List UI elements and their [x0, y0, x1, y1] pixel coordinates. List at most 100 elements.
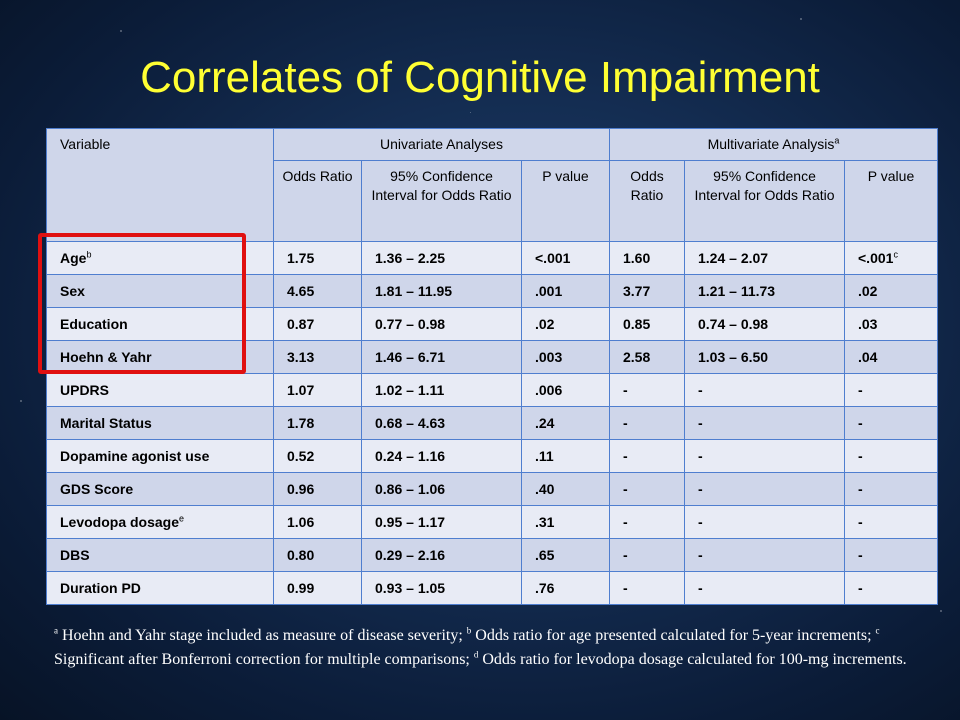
row-ci-multivariate-text: 1.03 – 6.50 [698, 349, 769, 365]
background-speck [940, 610, 942, 612]
background-speck [120, 30, 122, 32]
row-odds-ratio-univariate-text: 1.07 [287, 382, 315, 398]
table-row: Duration PD 0.99 0.93 – 1.05 .76 - - - [46, 571, 939, 605]
header-odds-ratio-univariate: Odds Ratio [273, 160, 362, 242]
row-p-value-multivariate: - [843, 373, 939, 407]
header-multivariate-footnote-mark: a [834, 135, 840, 146]
row-odds-ratio-univariate: 1.07 [273, 373, 362, 407]
row-p-value-univariate: .65 [521, 538, 610, 572]
footnote-mark: c [893, 249, 898, 260]
header-row-top: Variable Univariate Analyses Multivariat… [46, 128, 939, 242]
row-odds-ratio-univariate: 0.99 [273, 571, 362, 605]
row-ci-multivariate: - [684, 406, 845, 440]
header-ci-multivariate: 95% Confidence Interval for Odds Ratio [684, 160, 845, 242]
row-odds-ratio-univariate: 4.65 [273, 274, 362, 308]
row-p-value-multivariate: .02 [843, 274, 939, 308]
row-ci-multivariate: 1.03 – 6.50 [684, 340, 845, 374]
row-p-value-univariate-text: .001 [535, 283, 563, 299]
row-p-value-univariate: .24 [521, 406, 610, 440]
row-odds-ratio-multivariate: - [609, 472, 685, 506]
row-variable-cell-text: Education [60, 316, 128, 332]
row-variable-cell-text: Duration PD [60, 580, 141, 596]
table-row: Sex 4.65 1.81 – 11.95 .001 3.77 1.21 – 11.73.… [46, 274, 939, 308]
row-ci-univariate-text: 1.36 – 2.25 [375, 250, 446, 266]
row-ci-multivariate-text: - [698, 382, 703, 398]
row-ci-univariate: 1.46 – 6.71 [361, 340, 522, 374]
row-p-value-multivariate: .03 [843, 307, 939, 341]
row-odds-ratio-univariate: 0.96 [273, 472, 362, 506]
row-ci-multivariate: 0.74 – 0.98 [684, 307, 845, 341]
row-odds-ratio-multivariate-text: - [623, 448, 628, 464]
header-multivariate-label: Multivariate Analysis [707, 136, 835, 152]
row-odds-ratio-univariate-text: 0.80 [287, 547, 315, 563]
row-p-value-multivariate: - [843, 505, 939, 539]
row-p-value-univariate-text: .31 [535, 514, 555, 530]
row-ci-multivariate: - [684, 439, 845, 473]
row-p-value-multivariate-text: - [858, 514, 863, 530]
row-odds-ratio-multivariate: 3.77 [609, 274, 685, 308]
row-variable-cell: DBS [46, 538, 274, 572]
header-univariate: Univariate Analyses [273, 128, 610, 161]
header-multivariate: Multivariate Analysisa [608, 128, 939, 161]
background-speck [20, 400, 22, 402]
row-ci-univariate: 0.86 – 1.06 [361, 472, 522, 506]
header-row-sub: Odds Ratio 95% Confidence Interval for O… [47, 160, 939, 242]
row-variable-cell-text: Dopamine agonist use [60, 448, 210, 464]
row-odds-ratio-univariate: 1.75 [273, 241, 362, 275]
row-p-value-univariate: .31 [521, 505, 610, 539]
row-p-value-multivariate: - [843, 439, 939, 473]
header-odds-ratio-multivariate: Odds Ratio [609, 160, 685, 242]
row-odds-ratio-univariate: 0.80 [273, 538, 362, 572]
table-row: Dopamine agonist use 0.52 0.24 – 1.16 .11 - -… [46, 439, 939, 473]
row-p-value-multivariate: - [843, 538, 939, 572]
row-p-value-univariate: .76 [521, 571, 610, 605]
row-p-value-univariate: .006 [521, 373, 610, 407]
row-odds-ratio-univariate: 0.87 [273, 307, 362, 341]
highlight-box [38, 233, 246, 374]
row-ci-univariate: 0.77 – 0.98 [361, 307, 522, 341]
row-ci-multivariate: - [684, 571, 845, 605]
row-odds-ratio-multivariate: 2.58 [609, 340, 685, 374]
row-odds-ratio-multivariate-text: 1.60 [623, 250, 651, 266]
row-odds-ratio-multivariate-text: 3.77 [623, 283, 651, 299]
row-p-value-univariate-text: .65 [535, 547, 555, 563]
row-ci-univariate: 0.95 – 1.17 [361, 505, 522, 539]
row-ci-multivariate-text: - [698, 448, 703, 464]
row-p-value-multivariate-text: .03 [858, 316, 878, 332]
row-variable-cell: Ageb [46, 241, 274, 275]
table-row: Ageb 1.75 1.36 – 2.25 <.001 1.60 1.24 – 2.07 <… [46, 241, 939, 275]
row-p-value-multivariate-text: - [858, 547, 863, 563]
background-speck [800, 18, 802, 20]
row-p-value-univariate-text: .003 [535, 349, 563, 365]
row-ci-multivariate-text: - [698, 481, 703, 497]
row-odds-ratio-multivariate-text: - [623, 580, 628, 596]
footnote: a Hoehn and Yahr stage included as measu… [54, 624, 914, 672]
row-ci-multivariate-text: - [698, 514, 703, 530]
row-p-value-multivariate-text: - [858, 580, 863, 596]
row-p-value-univariate: <.001 [521, 241, 610, 275]
row-p-value-univariate-text: .006 [535, 382, 563, 398]
table-row: GDS Score 0.96 0.86 – 1.06 .40 - - - [46, 472, 939, 506]
row-p-value-multivariate-text: .04 [858, 349, 878, 365]
row-variable-cell: Dopamine agonist use [46, 439, 274, 473]
row-ci-univariate-text: 1.81 – 11.95 [375, 283, 453, 299]
table-row: Levodopa dosagee 1.06 0.95 – 1.17 .31 - - - [46, 505, 939, 539]
row-p-value-multivariate-text: - [858, 481, 863, 497]
row-odds-ratio-univariate-text: 0.87 [287, 316, 315, 332]
row-odds-ratio-univariate-text: 0.96 [287, 481, 315, 497]
row-ci-multivariate-text: - [698, 547, 703, 563]
row-odds-ratio-multivariate-text: - [623, 481, 628, 497]
header-p-value-univariate: P value [521, 160, 610, 242]
row-odds-ratio-multivariate-text: 0.85 [623, 316, 651, 332]
row-odds-ratio-univariate-text: 1.78 [287, 415, 315, 431]
header-ci-univariate: 95% Confidence Interval for Odds Ratio [361, 160, 522, 242]
row-odds-ratio-univariate-text: 1.06 [287, 514, 315, 530]
row-ci-univariate: 0.29 – 2.16 [361, 538, 522, 572]
row-odds-ratio-univariate-text: 0.99 [287, 580, 315, 596]
table-row: Education 0.87 0.77 – 0.98 .02 0.85 0.74 – 0.… [46, 307, 939, 341]
row-ci-univariate-text: 0.68 – 4.63 [375, 415, 446, 431]
row-odds-ratio-multivariate: - [609, 439, 685, 473]
table-row: UPDRS 1.07 1.02 – 1.11 .006 - - - [46, 373, 939, 407]
footnote-mark: e [179, 513, 185, 524]
row-odds-ratio-multivariate-text: - [623, 382, 628, 398]
